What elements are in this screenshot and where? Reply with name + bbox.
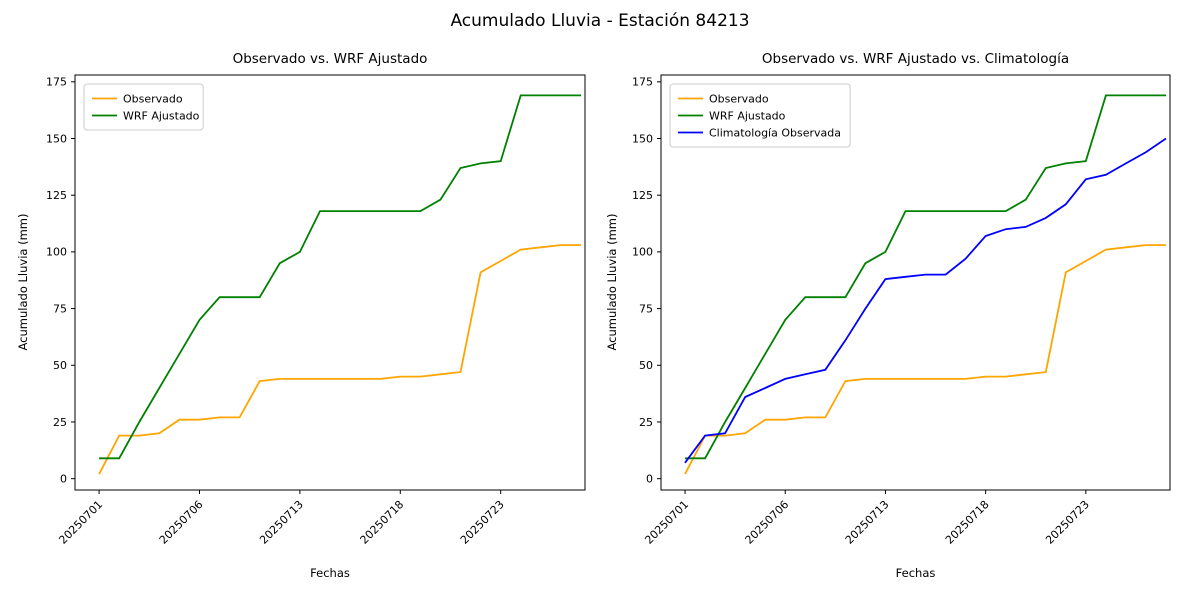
- svg-text:20250723: 20250723: [458, 498, 507, 547]
- svg-text:0: 0: [646, 472, 653, 485]
- left-chart-canvas: 0 25 50 75 100 125 150 175 20250701 20250706 20250…: [46, 74, 586, 547]
- svg-text:75: 75: [53, 302, 67, 315]
- svg-text:Observado: Observado: [123, 92, 183, 105]
- svg-text:150: 150: [46, 132, 67, 145]
- svg-text:Observado: Observado: [709, 92, 769, 105]
- svg-text:175: 175: [46, 76, 67, 89]
- svg-text:20250718: 20250718: [943, 498, 992, 547]
- right-x-axis-label: Fechas: [895, 566, 936, 580]
- left-subplot-title: Observado vs. WRF Ajustado: [232, 51, 428, 67]
- svg-text:20250701: 20250701: [642, 498, 691, 547]
- right-chart-canvas: 0 25 50 75 100 125 150 175 20250701 20250706 20250…: [632, 74, 1171, 547]
- svg-text:75: 75: [639, 302, 653, 315]
- svg-text:125: 125: [632, 189, 653, 202]
- svg-text:50: 50: [639, 359, 653, 372]
- svg-text:20250713: 20250713: [257, 498, 306, 547]
- svg-text:100: 100: [632, 246, 653, 259]
- svg-text:WRF Ajustado: WRF Ajustado: [709, 109, 786, 122]
- figure-title: Acumulado Lluvia - Estación 84213: [450, 11, 750, 31]
- svg-text:0: 0: [60, 472, 67, 485]
- svg-text:150: 150: [632, 132, 653, 145]
- svg-text:25: 25: [53, 416, 67, 429]
- svg-text:20250723: 20250723: [1043, 498, 1092, 547]
- svg-text:Climatología Observada: Climatología Observada: [709, 126, 841, 139]
- left-x-axis-label: Fechas: [310, 566, 350, 580]
- right-subplot-title: Observado vs. WRF Ajustado vs. Climatolo…: [761, 51, 1070, 67]
- svg-text:125: 125: [46, 189, 67, 202]
- svg-text:175: 175: [632, 76, 653, 89]
- svg-text:WRF Ajustado: WRF Ajustado: [123, 109, 200, 122]
- svg-text:20250713: 20250713: [843, 498, 892, 547]
- svg-text:25: 25: [639, 416, 653, 429]
- svg-text:20250706: 20250706: [157, 498, 206, 547]
- svg-text:20250718: 20250718: [358, 498, 407, 547]
- svg-text:20250706: 20250706: [743, 498, 792, 547]
- svg-text:100: 100: [46, 246, 67, 259]
- svg-text:20250701: 20250701: [56, 498, 105, 547]
- svg-text:50: 50: [53, 359, 67, 372]
